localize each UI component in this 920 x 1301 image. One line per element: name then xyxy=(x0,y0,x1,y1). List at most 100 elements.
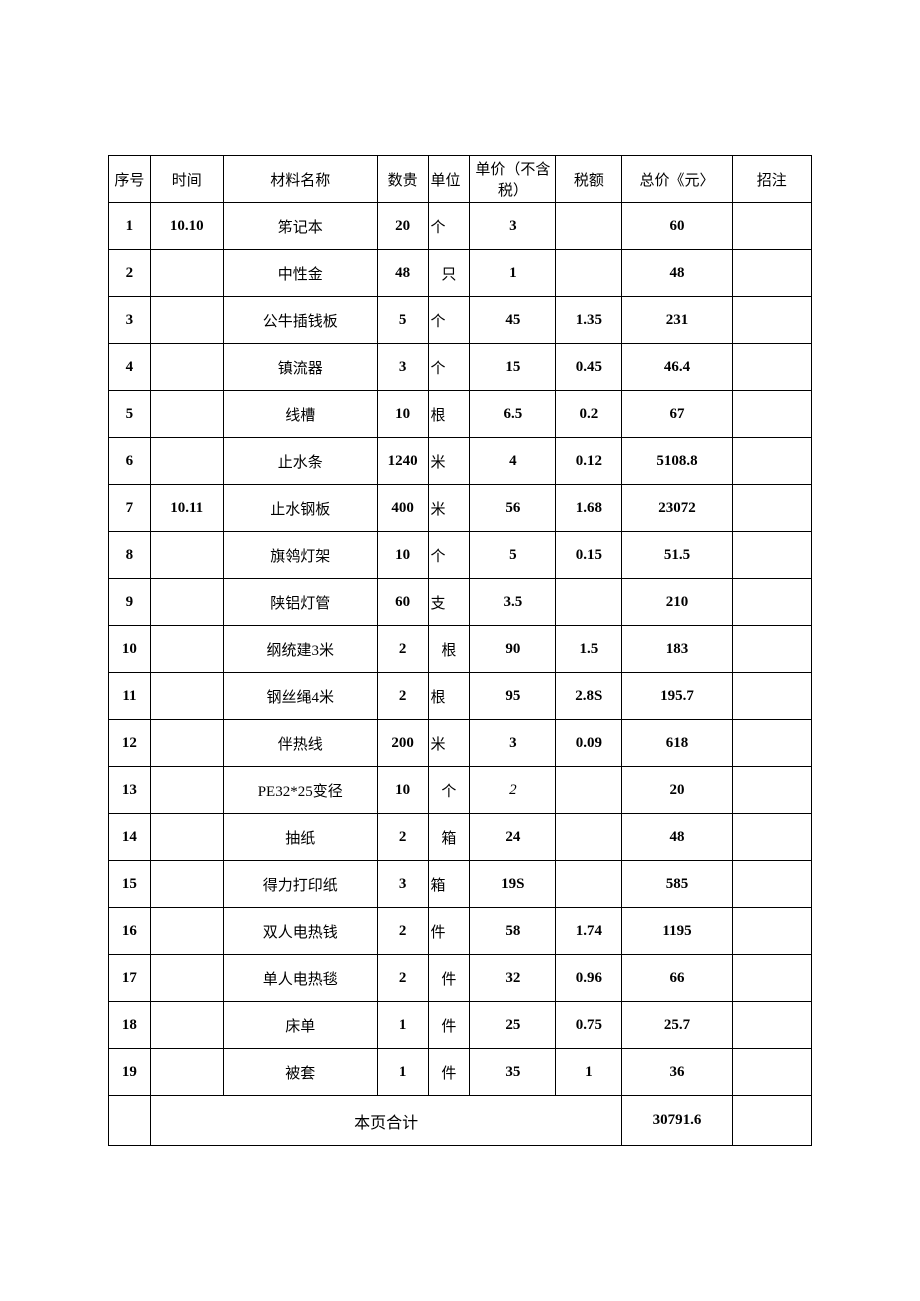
header-time: 时间 xyxy=(150,156,223,203)
header-qty: 数贵 xyxy=(377,156,428,203)
cell-unit: 箱 xyxy=(428,861,470,908)
cell-total: 67 xyxy=(622,391,732,438)
cell-unit: 米 xyxy=(428,438,470,485)
cell-tax: 1.5 xyxy=(556,626,622,673)
cell-tax xyxy=(556,861,622,908)
materials-table: 序号 时间 材料名称 数贵 单位 单价（不含税） 税额 总价《元〉 招注 11 0… xyxy=(108,155,812,1146)
cell-tax: 0.09 xyxy=(556,720,622,767)
cell-seq: 5 xyxy=(109,391,151,438)
cell-tax xyxy=(556,767,622,814)
header-tax: 税额 xyxy=(556,156,622,203)
cell-qty: 10 xyxy=(377,391,428,438)
cell-tax xyxy=(556,579,622,626)
cell-seq: 3 xyxy=(109,297,151,344)
cell-remark xyxy=(732,955,811,1002)
cell-remark xyxy=(732,861,811,908)
cell-time xyxy=(150,297,223,344)
cell-remark xyxy=(732,720,811,767)
cell-price: 2 xyxy=(470,767,556,814)
table-header: 序号 时间 材料名称 数贵 单位 单价（不含税） 税额 总价《元〉 招注 xyxy=(109,156,812,203)
cell-time xyxy=(150,626,223,673)
cell-remark xyxy=(732,673,811,720)
cell-total: 210 xyxy=(622,579,732,626)
cell-tax: 1.74 xyxy=(556,908,622,955)
cell-name: 陕铝灯管 xyxy=(223,579,377,626)
cell-total: 25.7 xyxy=(622,1002,732,1049)
cell-unit: 个 xyxy=(428,532,470,579)
cell-unit: 支 xyxy=(428,579,470,626)
cell-remark xyxy=(732,767,811,814)
cell-total: 36 xyxy=(622,1049,732,1096)
header-price: 单价（不含税） xyxy=(470,156,556,203)
cell-time xyxy=(150,250,223,297)
cell-qty: 10 xyxy=(377,532,428,579)
cell-time xyxy=(150,1049,223,1096)
cell-tax xyxy=(556,250,622,297)
cell-time: 10.10 xyxy=(150,203,223,250)
cell-qty: 2 xyxy=(377,814,428,861)
cell-qty: 20 xyxy=(377,203,428,250)
footer-label: 本页合计 xyxy=(150,1096,622,1146)
cell-name: 双人电热钱 xyxy=(223,908,377,955)
cell-qty: 400 xyxy=(377,485,428,532)
cell-seq: 18 xyxy=(109,1002,151,1049)
cell-name: 被套 xyxy=(223,1049,377,1096)
cell-seq: 11 xyxy=(109,673,151,720)
cell-tax: 0.2 xyxy=(556,391,622,438)
table-row: 2中性金48只148 xyxy=(109,250,812,297)
cell-unit: 根 xyxy=(428,673,470,720)
cell-remark xyxy=(732,344,811,391)
table-row: 4镇流器3个150.4546.4 xyxy=(109,344,812,391)
cell-time xyxy=(150,673,223,720)
table-row: 19被套1件35136 xyxy=(109,1049,812,1096)
cell-price: 19S xyxy=(470,861,556,908)
cell-name: 床单 xyxy=(223,1002,377,1049)
table-row: 710.11止水钢板400米561.6823072 xyxy=(109,485,812,532)
cell-total: 23072 xyxy=(622,485,732,532)
table-row: 8旗鸰灯架10个50.1551.5 xyxy=(109,532,812,579)
cell-tax: 0.15 xyxy=(556,532,622,579)
cell-time xyxy=(150,344,223,391)
cell-total: 585 xyxy=(622,861,732,908)
cell-total: 20 xyxy=(622,767,732,814)
table-row: 18床单1件250.7525.7 xyxy=(109,1002,812,1049)
cell-time xyxy=(150,391,223,438)
cell-name: 得力打印纸 xyxy=(223,861,377,908)
cell-qty: 3 xyxy=(377,344,428,391)
cell-price: 32 xyxy=(470,955,556,1002)
cell-time xyxy=(150,767,223,814)
cell-remark xyxy=(732,485,811,532)
table-row: 5线槽10根6.50.267 xyxy=(109,391,812,438)
table-row: 16双人电热钱2件581.741195 xyxy=(109,908,812,955)
cell-seq: 13 xyxy=(109,767,151,814)
cell-seq: 7 xyxy=(109,485,151,532)
cell-name: 抽纸 xyxy=(223,814,377,861)
cell-time xyxy=(150,438,223,485)
table-body: 110.10笫记本20个3602中性金48只1483公牛插钱板5个451.352… xyxy=(109,203,812,1096)
header-total: 总价《元〉 xyxy=(622,156,732,203)
cell-remark xyxy=(732,1002,811,1049)
cell-seq: 17 xyxy=(109,955,151,1002)
cell-unit: 米 xyxy=(428,485,470,532)
cell-seq: 19 xyxy=(109,1049,151,1096)
cell-seq: 16 xyxy=(109,908,151,955)
cell-unit: 个 xyxy=(428,203,470,250)
cell-name: 旗鸰灯架 xyxy=(223,532,377,579)
header-remark: 招注 xyxy=(732,156,811,203)
cell-total: 51.5 xyxy=(622,532,732,579)
cell-price: 58 xyxy=(470,908,556,955)
cell-seq: 12 xyxy=(109,720,151,767)
cell-remark xyxy=(732,626,811,673)
cell-unit: 根 xyxy=(428,391,470,438)
table-row: 11钢丝绳4米2根952.8S195.7 xyxy=(109,673,812,720)
cell-tax: 0.12 xyxy=(556,438,622,485)
cell-total: 66 xyxy=(622,955,732,1002)
cell-unit: 件 xyxy=(428,955,470,1002)
cell-unit: 米 xyxy=(428,720,470,767)
cell-qty: 48 xyxy=(377,250,428,297)
cell-unit: 箱 xyxy=(428,814,470,861)
cell-total: 1195 xyxy=(622,908,732,955)
cell-time xyxy=(150,1002,223,1049)
cell-tax: 1.68 xyxy=(556,485,622,532)
cell-name: 钢丝绳4米 xyxy=(223,673,377,720)
